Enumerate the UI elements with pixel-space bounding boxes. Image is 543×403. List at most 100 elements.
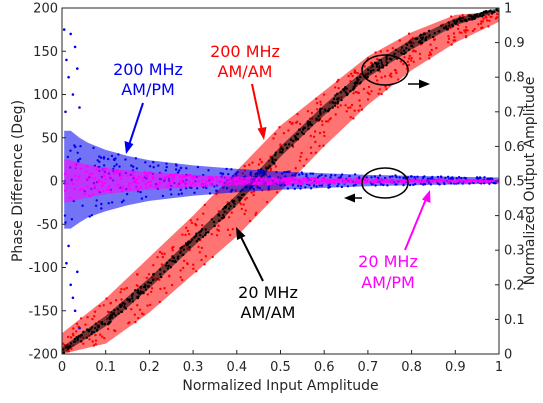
series-2-point: [164, 169, 167, 172]
series-3-point: [234, 177, 238, 180]
series-0-point: [471, 29, 475, 33]
series-1-point: [97, 324, 100, 327]
series-0-point: [408, 54, 411, 58]
series-3-point: [136, 188, 140, 191]
series-0-point: [353, 109, 356, 112]
series-2-point: [152, 161, 155, 164]
series-3-point: [272, 176, 275, 179]
series-0-point: [368, 92, 371, 96]
series-3-point: [194, 183, 197, 186]
series-1-point: [447, 21, 450, 24]
series-0-point: [299, 155, 302, 158]
series-0-point: [228, 233, 232, 237]
series-0-point: [184, 233, 187, 237]
series-2-point: [286, 187, 290, 190]
series-3-point: [469, 179, 472, 182]
series-3-point: [290, 182, 293, 186]
series-1-point: [80, 334, 83, 337]
series-3-point: [113, 171, 116, 175]
series-0-point: [278, 126, 281, 129]
series-0-point: [171, 249, 174, 252]
series-0-point: [91, 340, 94, 343]
series-0-point: [146, 304, 149, 307]
series-3-point: [180, 181, 184, 184]
series-0-point: [461, 14, 464, 17]
series-0-point: [125, 286, 128, 290]
series-3-point: [229, 180, 232, 183]
series-3-point: [248, 176, 252, 179]
series-1-point: [131, 300, 134, 303]
series-2-point: [264, 170, 267, 173]
series-1-point: [134, 289, 137, 292]
series-2-point: [180, 192, 183, 195]
series-1-point: [376, 69, 380, 72]
series-0-point: [251, 161, 254, 164]
series-3-point: [458, 178, 462, 181]
series-1-point: [189, 240, 192, 244]
series-3-point: [137, 182, 140, 185]
series-1-point: [90, 326, 94, 329]
series-1-point: [407, 48, 411, 51]
series-3-point: [276, 181, 280, 184]
outlier-point: [64, 110, 67, 114]
series-2-point: [357, 176, 361, 179]
series-1-point: [270, 156, 274, 159]
arrow-200mhz-ampm-head: [124, 141, 134, 154]
series-1-point: [174, 260, 177, 264]
series-1-point: [190, 238, 194, 241]
series-0-point: [179, 276, 182, 279]
series-1-point: [204, 233, 207, 237]
series-0-point: [72, 334, 75, 337]
series-0-point: [314, 151, 317, 154]
outlier-point: [71, 93, 75, 96]
series-3-point: [418, 181, 421, 184]
series-1-point: [143, 285, 147, 289]
series-1-point: [420, 41, 423, 45]
series-1-point: [488, 10, 491, 13]
series-2-point: [488, 182, 491, 185]
y-right-tick-label: 0.1: [504, 313, 525, 328]
series-2-point: [423, 183, 427, 186]
series-3-point: [184, 185, 187, 188]
series-3-point: [299, 180, 302, 183]
series-3-point: [315, 181, 319, 184]
series-1-point: [286, 146, 289, 150]
series-3-point: [442, 178, 445, 181]
series-1-point: [400, 51, 403, 55]
series-0-point: [287, 129, 290, 132]
series-0-point: [105, 297, 108, 300]
series-0-point: [163, 287, 166, 290]
outlier-point: [78, 106, 81, 109]
series-0-point: [94, 339, 98, 342]
series-0-point: [370, 61, 373, 64]
series-1-point: [367, 68, 370, 71]
series-3-point: [126, 174, 129, 177]
series-2-point: [330, 173, 333, 177]
series-2-point: [176, 171, 180, 174]
series-1-point: [274, 158, 277, 162]
series-2-point: [429, 183, 433, 186]
series-0-point: [201, 224, 204, 227]
series-0-point: [389, 72, 393, 75]
series-3-point: [286, 182, 290, 185]
series-3-point: [286, 178, 289, 181]
series-2-point: [408, 183, 412, 187]
series-3-point: [171, 179, 174, 182]
series-3-point: [88, 194, 91, 197]
series-2-point: [170, 193, 173, 196]
y-left-tick-label: 200: [33, 2, 58, 17]
series-2-point: [446, 175, 450, 178]
series-2-point: [346, 185, 350, 188]
y-right-tick-label: 0.3: [504, 244, 525, 259]
series-3-point: [349, 181, 353, 184]
series-0-point: [447, 34, 450, 38]
outlier-point: [62, 28, 66, 31]
series-0-point: [450, 43, 453, 46]
x-axis-label: Normalized Input Amplitude: [182, 378, 378, 394]
series-3-point: [66, 182, 69, 185]
series-2-point: [221, 173, 224, 176]
series-1-point: [199, 234, 202, 237]
series-1-point: [289, 138, 293, 141]
series-1-point: [371, 65, 374, 68]
series-0-point: [200, 258, 203, 262]
